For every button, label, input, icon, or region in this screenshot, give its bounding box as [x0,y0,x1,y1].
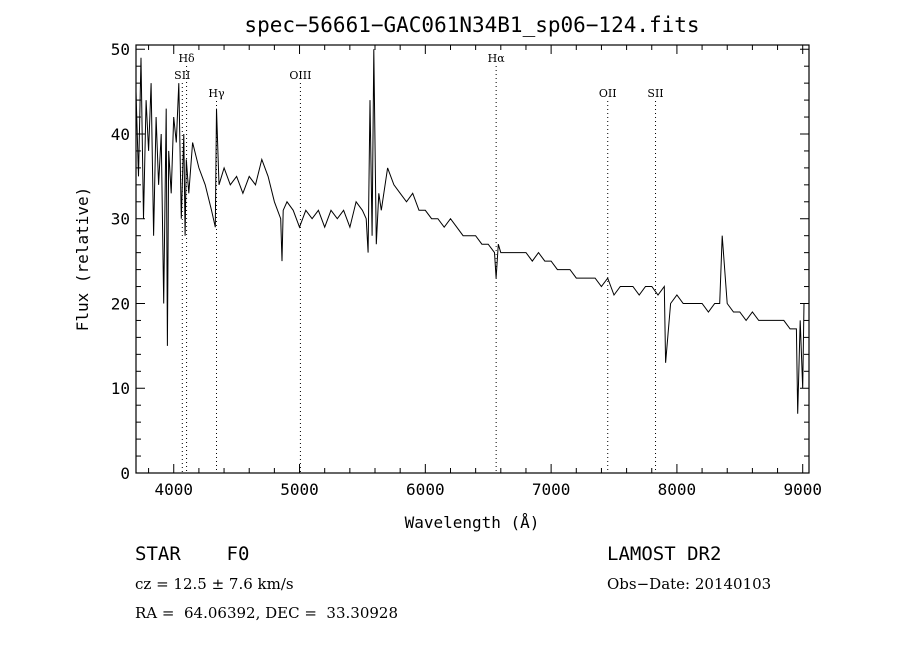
line-marker-label: Hγ [208,87,225,100]
classification-label: STAR F0 [135,543,250,565]
line-marker-label: Hδ [178,52,195,65]
survey-label: LAMOST DR2 [607,543,722,565]
x-tick-label: 5000 [280,480,319,499]
y-tick-label: 20 [111,294,130,313]
redshift-label: cz = 12.5 ± 7.6 km/s [135,575,294,593]
x-axis-label: Wavelength (Å) [405,513,540,532]
x-tick-label: 9000 [783,480,822,499]
y-tick-label: 30 [111,210,130,229]
y-tick-label: 0 [120,464,130,483]
x-tick-label: 6000 [406,480,445,499]
x-tick-label: 7000 [532,480,571,499]
y-tick-label: 10 [111,379,130,398]
x-tick-label: 4000 [154,480,193,499]
x-tick-label: 8000 [658,480,697,499]
plot-frame [135,44,810,474]
spectrum-line [135,49,805,414]
line-marker-label: OIII [289,69,311,82]
spectrum-series [135,49,805,414]
line-marker-label: Hα [488,52,506,65]
y-axis-label: Flux (relative) [73,187,92,332]
coordinates-label: RA = 64.06392, DEC = 33.30928 [135,604,399,622]
obs-date-label: Obs−Date: 20140103 [607,575,772,593]
line-marker-label: OII [599,87,617,100]
axis-ticks: 4000 5000 6000 7000 8000 9000 0 10 20 30 40 50 [111,40,822,499]
chart-title: spec−56661−GAC061N34B1_sp06−124.fits [244,13,699,37]
y-tick-label: 50 [111,40,130,59]
line-marker-label: SII [174,69,190,82]
line-markers: Hδ SII Hγ OIII Hα OII SII [174,52,664,473]
line-marker-label: SII [647,87,663,100]
y-tick-label: 40 [111,125,130,144]
